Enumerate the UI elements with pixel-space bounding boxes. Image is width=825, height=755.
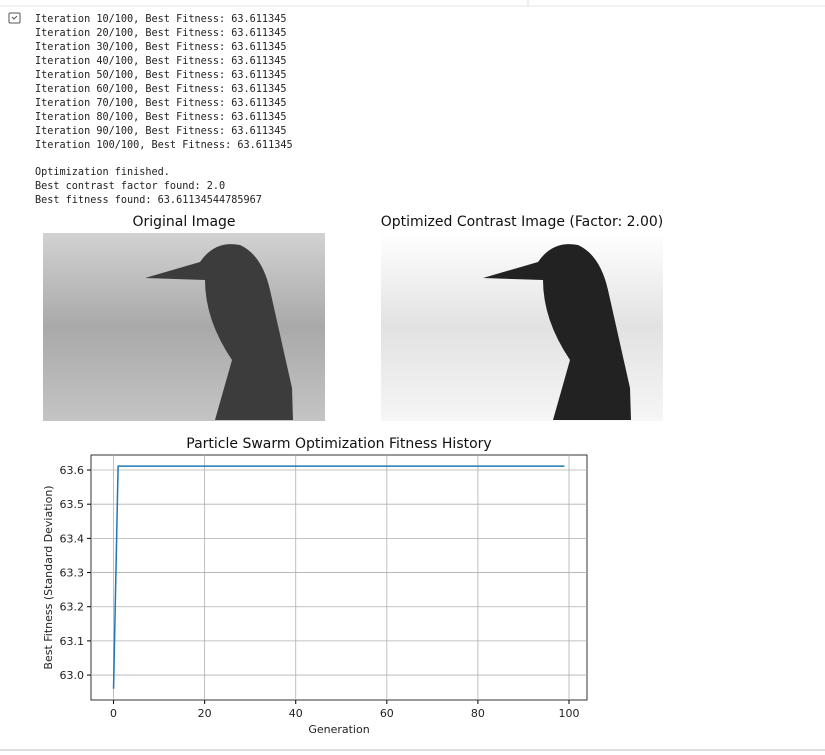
y-tick-label: 63.1 — [60, 635, 85, 648]
x-tick-label: 100 — [559, 707, 580, 720]
log-line: Iteration 70/100, Best Fitness: 63.61134… — [35, 98, 286, 109]
summary-line: Best contrast factor found: 2.0 — [35, 181, 225, 192]
x-tick-label: 40 — [289, 707, 303, 720]
y-tick-label: 63.6 — [60, 464, 85, 477]
y-tick-label: 63.2 — [60, 601, 85, 614]
output-icon[interactable] — [8, 12, 21, 24]
image-title: Optimized Contrast Image (Factor: 2.00) — [381, 214, 664, 230]
y-axis-label: Best Fitness (Standard Deviation) — [42, 485, 55, 669]
image-title: Original Image — [132, 214, 235, 230]
y-tick-label: 63.4 — [60, 532, 85, 545]
x-tick-label: 80 — [471, 707, 485, 720]
x-tick-label: 20 — [198, 707, 212, 720]
plot-frame — [90, 454, 588, 701]
bird-shape — [483, 244, 631, 420]
y-tick-label: 63.5 — [60, 498, 85, 511]
images — [43, 233, 663, 421]
log-line: Iteration 80/100, Best Fitness: 63.61134… — [35, 112, 286, 123]
log-line: Iteration 10/100, Best Fitness: 63.61134… — [35, 14, 286, 25]
log-line: Iteration 40/100, Best Fitness: 63.61134… — [35, 56, 286, 67]
data-line — [112, 465, 565, 689]
log-line: Iteration 20/100, Best Fitness: 63.61134… — [35, 28, 286, 39]
x-axis-label: Generation — [308, 723, 369, 736]
y-tick-label: 63.0 — [60, 669, 85, 682]
chart-title: Particle Swarm Optimization Fitness Hist… — [186, 436, 491, 452]
summary-line: Best fitness found: 63.61134544785967 — [35, 195, 262, 206]
bird-shape — [145, 244, 293, 420]
log-line: Iteration 30/100, Best Fitness: 63.61134… — [35, 42, 286, 53]
log-line: Iteration 50/100, Best Fitness: 63.61134… — [35, 70, 286, 81]
log-line: Iteration 100/100, Best Fitness: 63.6113… — [35, 140, 293, 151]
summary-line: Optimization finished. — [35, 167, 170, 178]
y-tick-label: 63.3 — [60, 567, 85, 580]
log-line: Iteration 60/100, Best Fitness: 63.61134… — [35, 84, 286, 95]
x-tick-label: 60 — [380, 707, 394, 720]
log-line: Iteration 90/100, Best Fitness: 63.61134… — [35, 126, 286, 137]
x-tick-label: 0 — [110, 707, 117, 720]
